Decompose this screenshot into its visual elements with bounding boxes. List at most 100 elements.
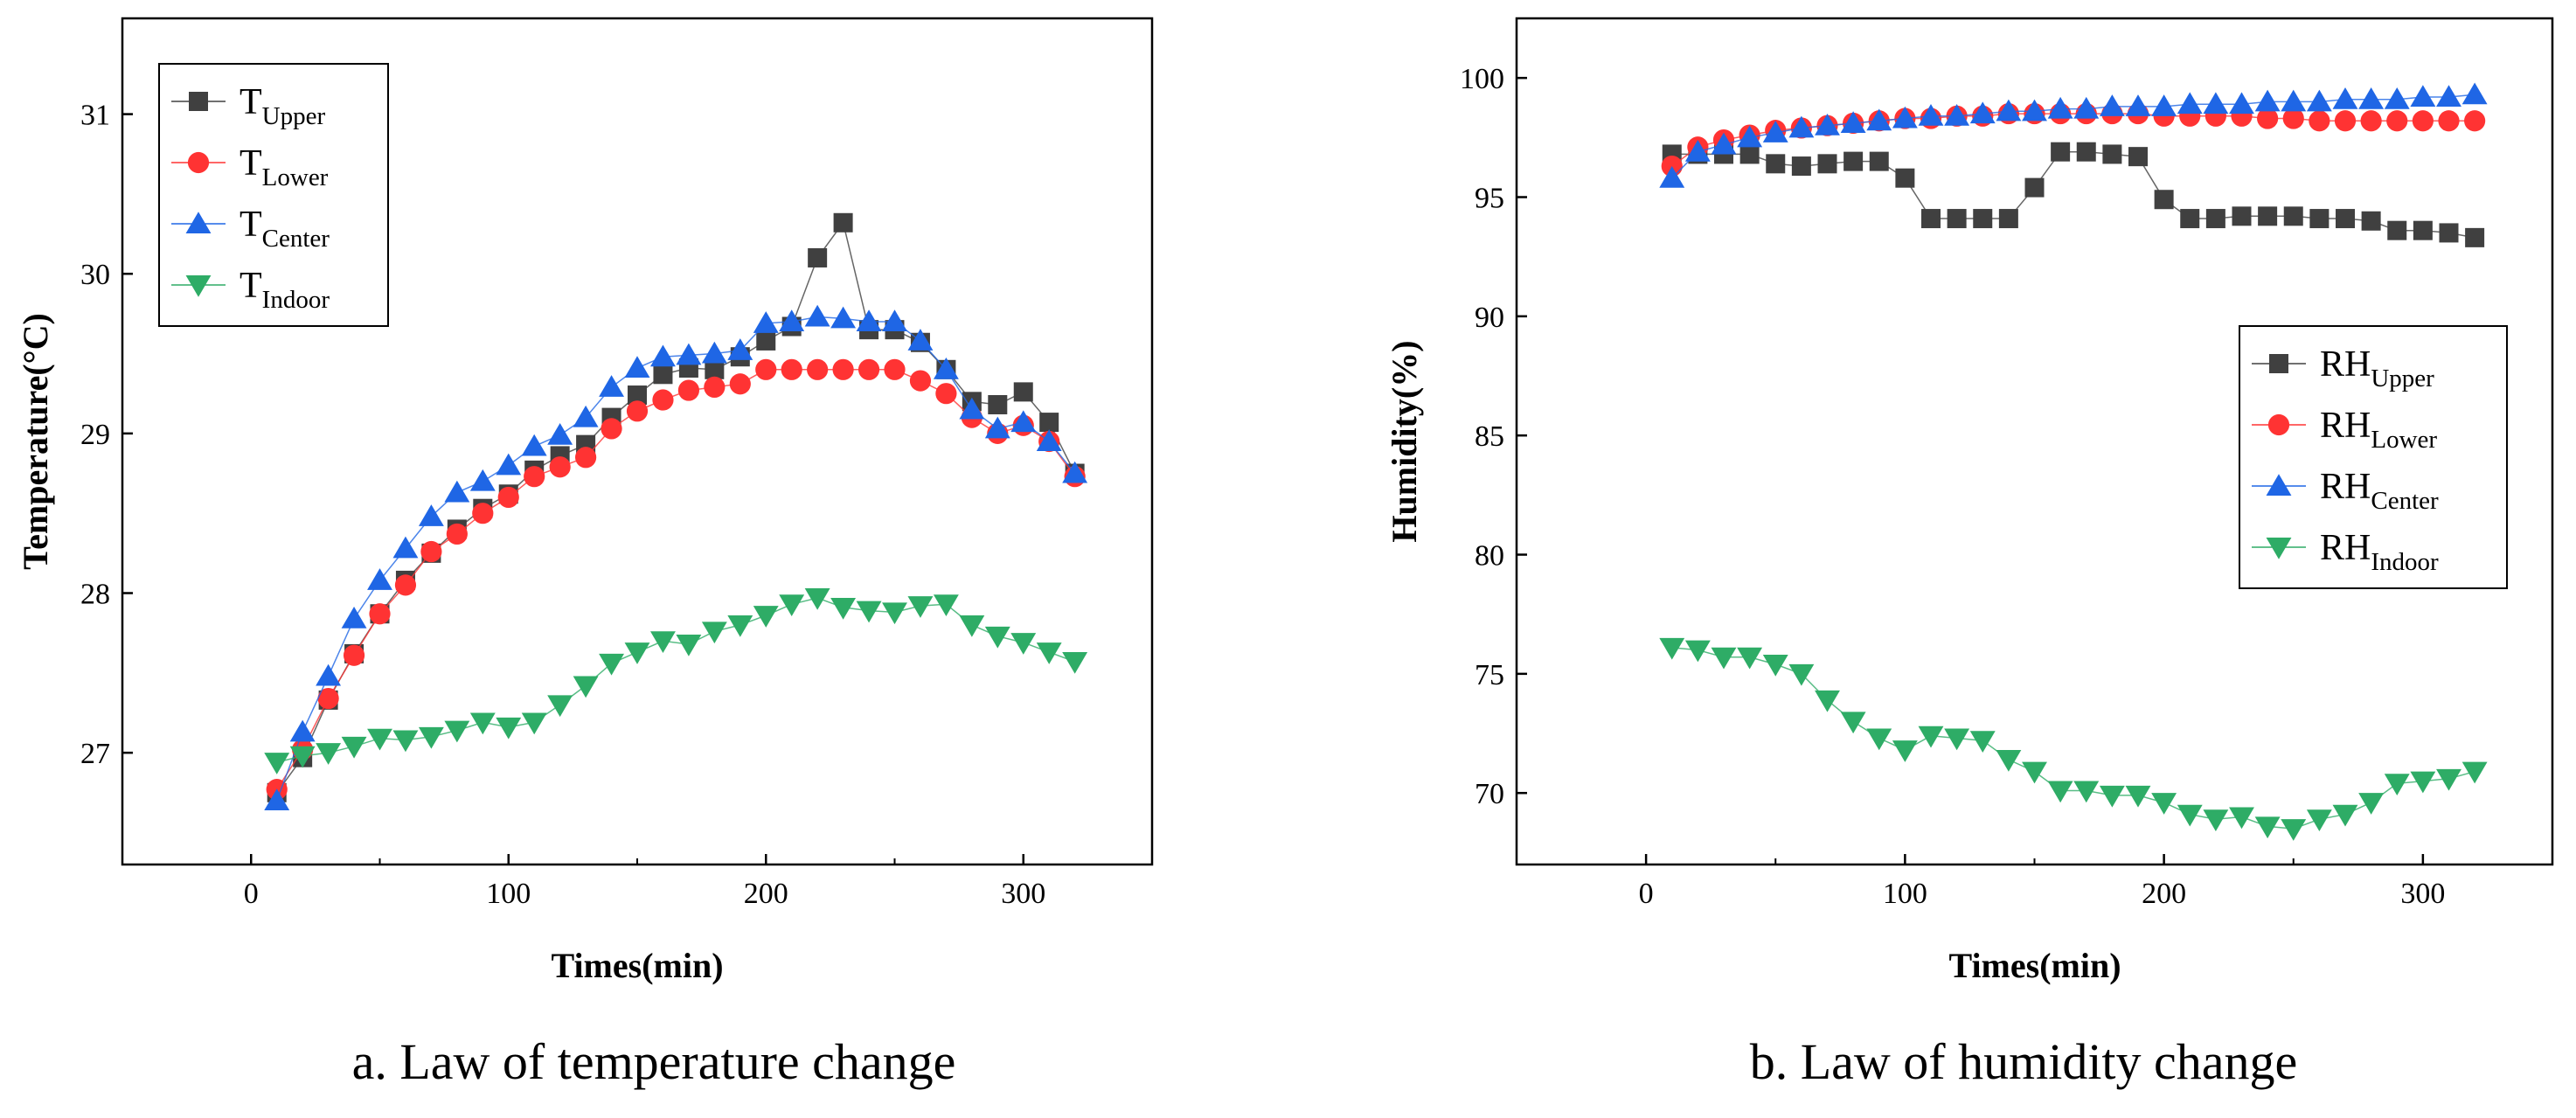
temperature-point-indoor: [907, 596, 934, 618]
temperature-ticks: 0 100 200 300 27 28 29 30 31: [80, 100, 1153, 910]
temperature-point-indoor: [521, 712, 547, 735]
humidity-point-center: [2332, 87, 2358, 109]
humidity-point-indoor: [1996, 750, 2022, 772]
temperature-point-lower: [497, 486, 519, 509]
humidity-chart-panel: 0 100 200 300 70 75 80 85 90 95 100 RHUpperRHLower…: [1385, 17, 2554, 1090]
humidity-ticks: 0 100 200 300 70 75 80 85 90 95 100: [1460, 63, 2553, 910]
temperature-point-upper: [808, 247, 828, 267]
humidity-point-upper: [2465, 227, 2485, 247]
temperature-series-line-center: [275, 316, 1076, 802]
temperature-point-center: [1062, 461, 1088, 483]
temperature-legend-marker-indoor: [185, 275, 212, 297]
temperature-point-center: [367, 568, 392, 590]
temperature-point-indoor: [573, 676, 599, 698]
temperature-point-lower: [343, 644, 365, 666]
humidity-point-center: [2436, 85, 2461, 107]
temperature-point-lower: [677, 379, 700, 401]
temperature-point-center: [882, 309, 907, 332]
temperature-x-tick-label: 100: [486, 878, 531, 910]
humidity-point-lower: [2438, 110, 2460, 132]
temperature-series-line-upper: [276, 221, 1076, 794]
temperature-point-center: [959, 397, 985, 420]
temperature-point-indoor: [882, 602, 907, 625]
temperature-point-indoor: [856, 601, 882, 623]
temperature-y-tick-label: 27: [80, 738, 110, 770]
humidity-point-upper: [1869, 151, 1889, 171]
temperature-point-lower: [549, 456, 571, 478]
humidity-point-center: [2151, 94, 2177, 116]
temperature-point-indoor: [1062, 652, 1088, 674]
temperature-point-indoor: [547, 695, 573, 718]
temperature-x-axis-title: Times(min): [551, 946, 723, 985]
temperature-point-upper: [988, 394, 1008, 414]
humidity-point-upper: [2361, 211, 2381, 231]
temperature-point-lower: [807, 358, 829, 380]
temperature-point-center: [521, 434, 547, 456]
humidity-point-upper: [1973, 209, 1993, 229]
temperature-point-lower: [909, 370, 932, 392]
humidity-point-indoor: [2125, 785, 2151, 808]
humidity-point-center: [2306, 89, 2332, 112]
humidity-point-upper: [2232, 206, 2252, 226]
temperature-point-lower: [317, 687, 339, 710]
temperature-point-lower: [755, 358, 777, 380]
humidity-y-tick-label: 80: [1475, 540, 1504, 573]
humidity-point-indoor: [2384, 774, 2410, 796]
temperature-point-center: [856, 309, 882, 332]
humidity-point-center: [1866, 108, 1892, 131]
humidity-point-upper: [2387, 220, 2407, 240]
temperature-point-center: [573, 405, 599, 427]
humidity-legend-marker-center: [2266, 474, 2292, 496]
temperature-point-indoor: [1010, 633, 1037, 655]
humidity-point-center: [2047, 96, 2073, 119]
temperature-y-axis-title: Temperature(°C): [16, 313, 55, 570]
humidity-point-center: [1659, 165, 1685, 188]
humidity-point-upper: [2076, 142, 2096, 162]
temperature-point-indoor: [830, 597, 857, 620]
humidity-point-indoor: [1866, 728, 1892, 751]
humidity-point-upper: [1791, 156, 1811, 177]
humidity-point-lower: [2360, 110, 2382, 132]
temperature-point-indoor: [779, 594, 805, 617]
humidity-x-tick-label: 100: [1883, 878, 1927, 910]
humidity-point-indoor: [1788, 663, 1815, 686]
humidity-y-tick-label: 85: [1475, 420, 1504, 453]
temperature-point-indoor: [469, 712, 496, 735]
humidity-point-indoor: [2099, 785, 2125, 808]
temperature-x-tick-label: 200: [744, 878, 788, 910]
temperature-point-center: [1010, 410, 1037, 433]
humidity-point-center: [1892, 106, 1918, 128]
temperature-point-lower: [729, 373, 751, 395]
temperature-point-lower: [524, 466, 545, 488]
temperature-point-indoor: [418, 726, 444, 749]
humidity-y-tick-label: 95: [1475, 183, 1504, 215]
temperature-point-indoor: [650, 631, 676, 654]
humidity-point-lower: [2412, 110, 2434, 132]
temperature-point-center: [341, 606, 367, 628]
temperature-point-indoor: [341, 736, 367, 759]
humidity-point-indoor: [1815, 690, 1840, 712]
temperature-y-tick-label: 31: [80, 100, 110, 132]
humidity-point-upper: [1766, 154, 1786, 174]
temperature-chart-panel: 0 100 200 300 27 28 29 30 31 TUpperTLowerTCenter…: [16, 17, 1154, 1090]
temperature-point-indoor: [444, 720, 470, 743]
humidity-series: [1659, 82, 2488, 841]
humidity-point-upper: [2283, 206, 2303, 226]
humidity-point-center: [1944, 104, 1970, 126]
temperature-point-center: [676, 343, 702, 365]
temperature-point-center: [753, 311, 779, 333]
temperature-point-center: [469, 469, 496, 491]
temperature-point-indoor: [496, 717, 522, 740]
humidity-point-indoor: [1918, 726, 1944, 748]
temperature-legend-marker-upper: [189, 92, 208, 111]
temperature-y-tick-label: 28: [80, 579, 110, 611]
temperature-point-lower: [420, 540, 442, 563]
temperature-point-lower: [472, 503, 494, 524]
temperature-point-center: [830, 306, 857, 329]
humidity-point-center: [2461, 82, 2488, 105]
humidity-point-center: [2410, 85, 2436, 107]
humidity-point-center: [1918, 104, 1944, 126]
humidity-point-indoor: [1969, 731, 1996, 753]
temperature-point-center: [418, 504, 444, 526]
